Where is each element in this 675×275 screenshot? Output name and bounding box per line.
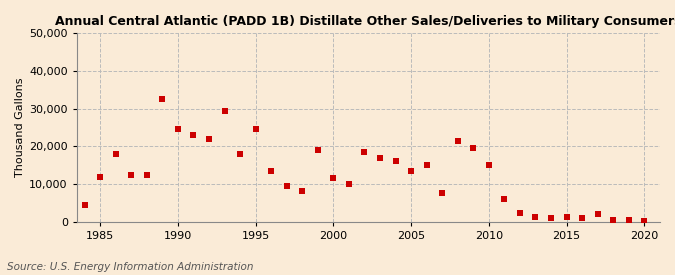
Point [328, 176, 339, 181]
Point [437, 191, 448, 196]
Point [235, 152, 246, 156]
Point [219, 108, 230, 113]
Point [561, 215, 572, 219]
Point [406, 169, 416, 173]
Point [530, 215, 541, 219]
Point [204, 137, 215, 141]
Point [608, 218, 618, 222]
Point [281, 184, 292, 188]
Point [514, 211, 525, 216]
Point [95, 174, 105, 179]
Point [188, 133, 199, 137]
Point [63, 193, 74, 197]
Point [452, 139, 463, 143]
Point [421, 163, 432, 167]
Point [576, 216, 587, 221]
Point [157, 97, 167, 101]
Point [141, 172, 152, 177]
Point [499, 197, 510, 201]
Point [639, 218, 649, 223]
Point [297, 189, 308, 193]
Text: Source: U.S. Energy Information Administration: Source: U.S. Energy Information Administ… [7, 262, 253, 272]
Point [545, 215, 556, 220]
Point [359, 150, 370, 154]
Title: Annual Central Atlantic (PADD 1B) Distillate Other Sales/Deliveries to Military : Annual Central Atlantic (PADD 1B) Distil… [55, 15, 675, 28]
Point [250, 127, 261, 132]
Point [390, 159, 401, 164]
Point [483, 163, 494, 167]
Point [344, 182, 354, 186]
Point [592, 212, 603, 216]
Point [126, 172, 136, 177]
Y-axis label: Thousand Gallons: Thousand Gallons [15, 78, 25, 177]
Point [375, 155, 385, 160]
Point [313, 148, 323, 152]
Point [79, 203, 90, 207]
Point [623, 218, 634, 222]
Point [468, 146, 479, 150]
Point [173, 127, 184, 132]
Point [266, 169, 277, 173]
Point [110, 152, 121, 156]
